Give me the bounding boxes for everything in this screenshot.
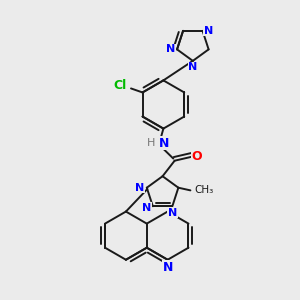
- Text: N: N: [204, 26, 213, 36]
- Text: N: N: [135, 183, 145, 193]
- Text: Cl: Cl: [113, 79, 127, 92]
- Text: N: N: [159, 137, 169, 150]
- Text: O: O: [191, 150, 202, 163]
- Text: N: N: [167, 44, 176, 54]
- Text: N: N: [188, 62, 197, 72]
- Text: H: H: [147, 138, 155, 148]
- Text: N: N: [162, 261, 173, 274]
- Text: N: N: [168, 208, 177, 218]
- Text: CH₃: CH₃: [194, 185, 214, 195]
- Text: N: N: [142, 202, 152, 213]
